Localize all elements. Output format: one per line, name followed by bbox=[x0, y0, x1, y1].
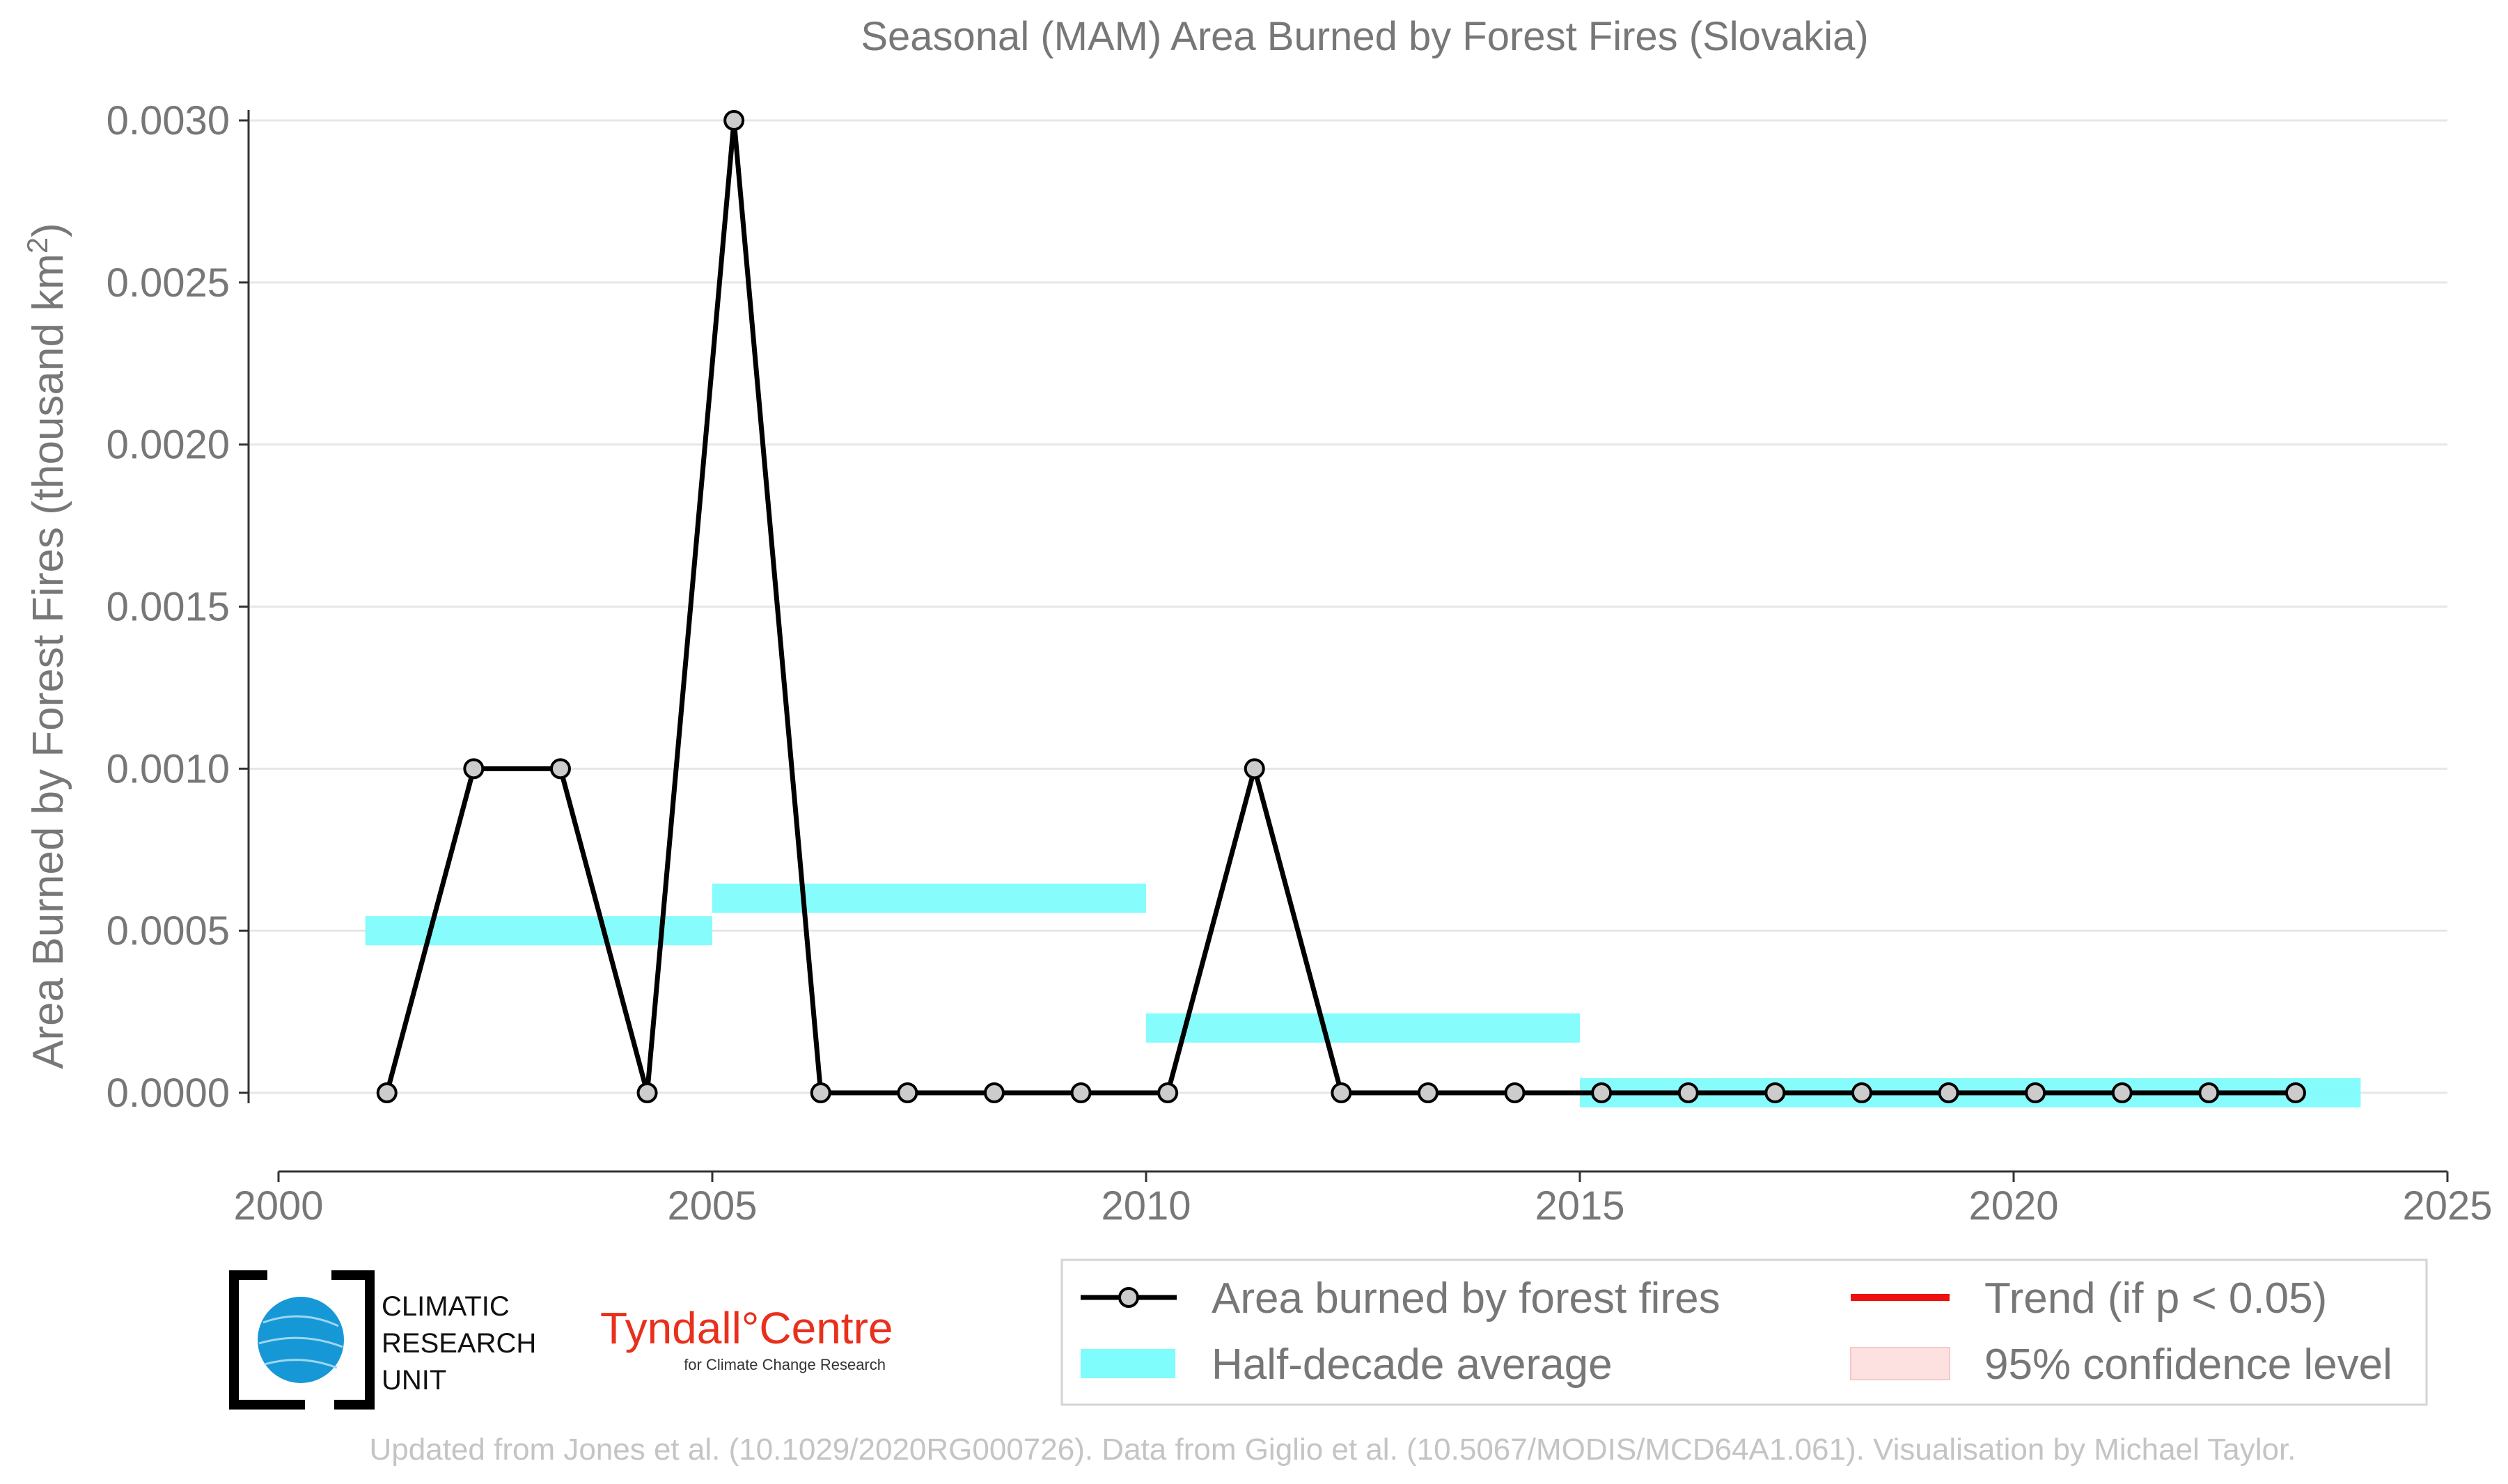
cru-bracket-left-icon bbox=[229, 1270, 305, 1410]
half-decade-average-band bbox=[365, 916, 712, 946]
legend-item-series: Area burned by forest fires bbox=[1081, 1274, 1721, 1323]
data-point bbox=[897, 1082, 918, 1103]
data-point bbox=[1244, 758, 1265, 780]
x-tick-label: 2025 bbox=[2402, 1183, 2492, 1229]
y-tick-label: 0.0025 bbox=[107, 260, 230, 306]
data-point bbox=[1157, 1082, 1179, 1103]
y-tick-label: 0.0020 bbox=[107, 423, 230, 468]
legend-confidence-fill-icon bbox=[1850, 1347, 1950, 1380]
data-point bbox=[1677, 1082, 1699, 1103]
x-tick-label: 2010 bbox=[1101, 1183, 1191, 1229]
y-axis-title-suffix: ) bbox=[24, 223, 72, 237]
y-axis: 0.0000 0.0005 0.0010 0.0015 0.0020 0.0025 0.00… bbox=[107, 98, 250, 1116]
legend-item-half-decade: Half-decade average bbox=[1081, 1341, 1613, 1389]
y-tick-label: 0.0000 bbox=[107, 1071, 230, 1116]
data-point bbox=[376, 1082, 398, 1103]
data-point bbox=[1764, 1082, 1786, 1103]
data-point bbox=[810, 1082, 831, 1103]
y-tick-label: 0.0005 bbox=[107, 908, 230, 954]
data-point bbox=[2284, 1082, 2306, 1103]
x-tick-label: 2020 bbox=[1968, 1183, 2058, 1229]
tyndall-logo: Tyndall°Centre for Climate Change Resear… bbox=[600, 1303, 893, 1373]
series-area-burned-points bbox=[376, 110, 2306, 1103]
half-decade-average-band bbox=[1146, 1013, 1580, 1043]
cru-bracket-right-icon bbox=[331, 1270, 375, 1410]
data-point bbox=[549, 758, 571, 780]
chart-title: Seasonal (MAM) Area Burned by Forest Fir… bbox=[861, 14, 1868, 59]
legend-label-confidence: 95% confidence level bbox=[1984, 1341, 2392, 1389]
tyndall-logo-subtitle: for Climate Change Research bbox=[684, 1356, 886, 1373]
cru-logo: CLIMATIC RESEARCH UNIT bbox=[229, 1270, 536, 1410]
data-point bbox=[1417, 1082, 1439, 1103]
y-axis-title-main: Area Burned by Forest Fires (thousand km bbox=[24, 253, 72, 1069]
data-point bbox=[2198, 1082, 2220, 1103]
tyndall-logo-name: Tyndall°Centre bbox=[600, 1303, 893, 1353]
data-point bbox=[1504, 1082, 1526, 1103]
data-point bbox=[463, 758, 485, 780]
legend-label-trend: Trend (if p < 0.05) bbox=[1984, 1274, 2327, 1323]
data-point bbox=[2025, 1082, 2046, 1103]
footer-credits: Updated from Jones et al. (10.1029/2020R… bbox=[370, 1432, 2296, 1467]
data-point bbox=[1070, 1082, 1092, 1103]
data-point bbox=[1851, 1082, 1872, 1103]
cru-logo-line-3: UNIT bbox=[382, 1365, 446, 1396]
data-point bbox=[983, 1082, 1005, 1103]
x-tick-label: 2000 bbox=[233, 1183, 323, 1229]
legend-label-half-decade: Half-decade average bbox=[1212, 1341, 1613, 1389]
cru-logo-line-1: CLIMATIC bbox=[382, 1291, 510, 1322]
data-point bbox=[1331, 1082, 1352, 1103]
y-axis-title: Area Burned by Forest Fires (thousand km… bbox=[21, 223, 72, 1069]
y-tick-label: 0.0030 bbox=[107, 98, 230, 143]
data-point bbox=[723, 110, 745, 131]
legend-item-trend: Trend (if p < 0.05) bbox=[1851, 1274, 2327, 1323]
data-point bbox=[1591, 1082, 1613, 1103]
legend-item-confidence: 95% confidence level bbox=[1850, 1341, 2392, 1389]
legend: Area burned by forest fires Half-decade … bbox=[1060, 1258, 2428, 1406]
x-tick-label: 2005 bbox=[667, 1183, 757, 1229]
legend-band-icon bbox=[1081, 1349, 1175, 1378]
cru-logo-line-2: RESEARCH bbox=[382, 1328, 536, 1359]
y-tick-label: 0.0015 bbox=[107, 585, 230, 630]
half-decade-average-band bbox=[712, 883, 1146, 913]
data-point bbox=[1938, 1082, 1959, 1103]
x-tick-label: 2015 bbox=[1535, 1183, 1624, 1229]
gridlines bbox=[249, 119, 2447, 1094]
legend-box bbox=[1060, 1258, 2428, 1406]
x-axis: 2000 2005 2010 2015 2020 2025 bbox=[233, 1170, 2493, 1229]
y-tick-label: 0.0010 bbox=[107, 746, 230, 791]
data-point bbox=[636, 1082, 658, 1103]
legend-label-series: Area burned by forest fires bbox=[1212, 1274, 1721, 1323]
y-axis-title-superscript: 2 bbox=[21, 237, 54, 253]
data-point bbox=[2111, 1082, 2133, 1103]
